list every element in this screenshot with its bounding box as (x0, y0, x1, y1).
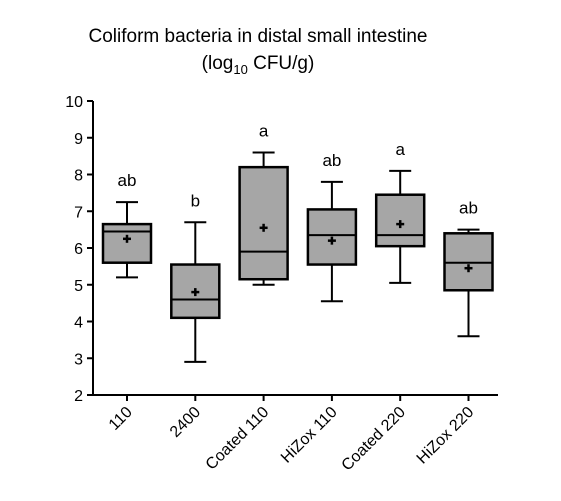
significance-letter: b (191, 191, 200, 210)
significance-letter: a (395, 140, 405, 159)
significance-letter: ab (322, 151, 341, 170)
y-tick-label: 8 (74, 168, 83, 185)
x-category-label: HiZox 110 (278, 404, 341, 467)
x-category-label: 2400 (167, 404, 204, 441)
significance-letter: ab (459, 199, 478, 218)
title-unit-subscript: 10 (233, 62, 247, 77)
significance-letter: ab (118, 171, 137, 190)
iqr-box (101, 222, 153, 264)
significance-letter: a (259, 121, 269, 140)
plot-area: 2 3 4 5 6 7 8 9 10 ab 110 b 2400 a Coated 110 ab HiZox 1… (65, 94, 498, 474)
x-category-label: 110 (106, 404, 136, 434)
chart-title-line-1: Coliform bacteria in distal small intest… (89, 26, 428, 47)
y-tick-label: 2 (74, 388, 83, 405)
y-tick-label: 10 (65, 94, 83, 111)
x-category-label: HiZox 220 (414, 404, 478, 468)
title-unit-prefix: (log (202, 53, 234, 74)
title-unit-suffix: CFU/g) (248, 53, 315, 74)
x-category-label: Coated 220 (339, 404, 410, 475)
y-tick-label: 7 (74, 204, 83, 221)
iqr-box (238, 165, 289, 281)
x-category-label: Coated 110 (203, 404, 273, 474)
y-tick-label: 6 (74, 241, 83, 258)
y-tick-label: 5 (74, 278, 83, 295)
y-tick-label: 3 (74, 351, 83, 368)
y-tick-label: 4 (74, 315, 83, 332)
y-tick-label: 9 (74, 131, 83, 148)
chart-title-line-2: (log10 CFU/g) (202, 53, 315, 77)
